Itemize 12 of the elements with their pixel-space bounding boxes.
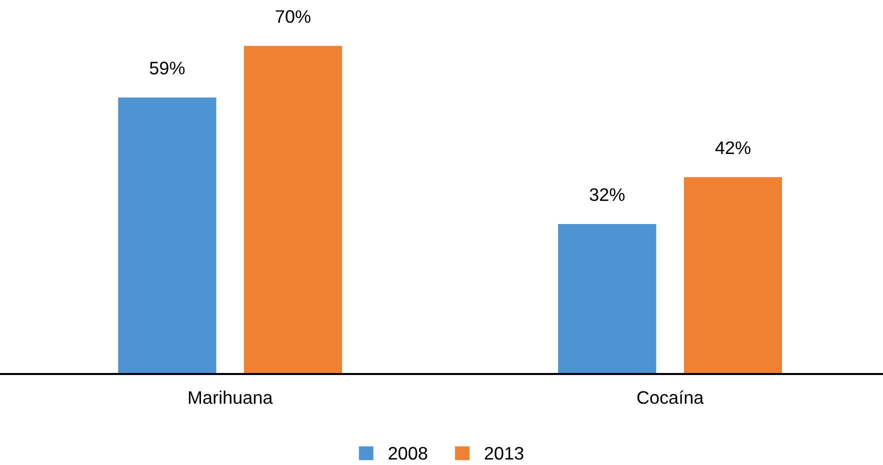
bar — [244, 46, 342, 374]
data-label: 59% — [150, 62, 185, 74]
data-label: 70% — [276, 10, 310, 23]
legend-label: 2008 — [388, 446, 428, 460]
data-label: 32% — [590, 188, 625, 202]
legend-label: 2013 — [484, 446, 524, 460]
x-tick-label: Marihuana — [188, 390, 273, 404]
data-label: 42% — [715, 141, 750, 154]
bar — [558, 224, 656, 374]
bar — [118, 97, 216, 374]
bar — [684, 177, 782, 374]
x-tick-label: Cocaína — [637, 390, 704, 404]
